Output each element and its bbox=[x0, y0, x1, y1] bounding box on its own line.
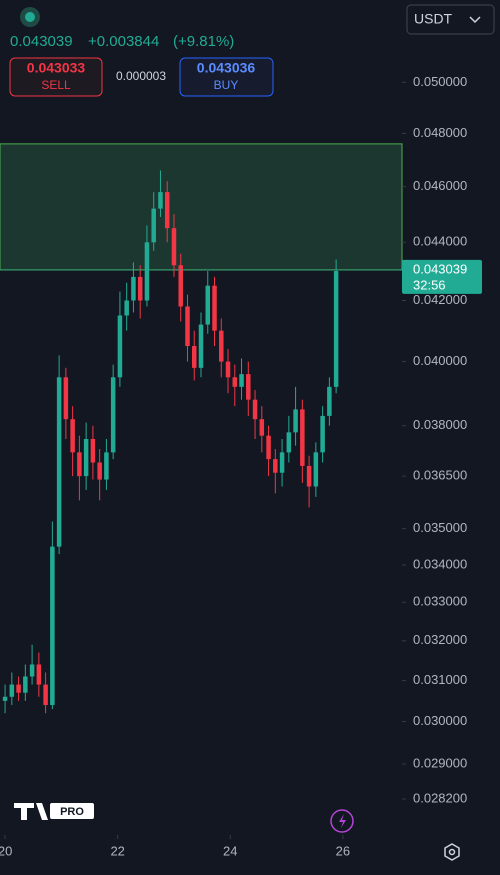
bolt-icon bbox=[339, 814, 346, 828]
candle-body bbox=[205, 285, 211, 325]
y-tick-label: 0.033000 bbox=[413, 594, 467, 609]
candle-body bbox=[43, 684, 48, 705]
sell-button[interactable] bbox=[9, 57, 103, 97]
change: +0.003844 bbox=[88, 33, 159, 50]
status-dot bbox=[25, 12, 35, 22]
buy-price: 0.043036 bbox=[197, 60, 256, 76]
y-tick-label: 0.040000 bbox=[413, 353, 467, 368]
candle-body bbox=[246, 374, 251, 400]
y-tick-label: 0.042000 bbox=[413, 292, 467, 307]
candle-body bbox=[9, 684, 15, 697]
y-tick-label: 0.031000 bbox=[413, 672, 467, 687]
candle-body bbox=[259, 419, 265, 436]
y-tick-label: 0.028200 bbox=[413, 790, 467, 805]
y-tick-label: 0.050000 bbox=[413, 74, 467, 89]
candle-body bbox=[266, 435, 271, 460]
candle-body bbox=[225, 361, 231, 378]
candle-body bbox=[279, 452, 285, 473]
candle-body bbox=[97, 462, 102, 480]
logo-text: PRO bbox=[60, 806, 84, 818]
candle-body bbox=[191, 346, 197, 368]
x-tick-label: 26 bbox=[336, 843, 350, 858]
candle-body bbox=[239, 374, 244, 387]
alert-button[interactable] bbox=[330, 809, 354, 833]
candle-body bbox=[164, 192, 170, 229]
y-tick-label: 0.036500 bbox=[413, 468, 467, 483]
y-tick-label: 0.038000 bbox=[413, 417, 467, 432]
candle-body bbox=[117, 315, 123, 378]
candle-body bbox=[23, 676, 28, 693]
x-tick-label: 24 bbox=[223, 843, 237, 858]
candle-body bbox=[29, 664, 35, 677]
y-tick-label: 0.030000 bbox=[413, 713, 467, 728]
candle-body bbox=[83, 438, 89, 477]
candle-body bbox=[313, 452, 319, 487]
spread: 0.000003 bbox=[116, 69, 166, 83]
candle-body bbox=[16, 684, 21, 693]
candle-body bbox=[252, 399, 258, 420]
candle-body bbox=[56, 377, 62, 547]
change-pct: (+9.81%) bbox=[173, 33, 234, 50]
candle-body bbox=[293, 409, 298, 433]
last-price-label: 0.043039 bbox=[413, 261, 467, 276]
settings-button[interactable] bbox=[444, 843, 460, 861]
y-tick-label: 0.032000 bbox=[413, 632, 467, 647]
candle-body bbox=[110, 377, 116, 453]
candle-body bbox=[185, 306, 190, 347]
buy-label: BUY bbox=[214, 78, 239, 92]
y-tick-label: 0.044000 bbox=[413, 234, 467, 249]
x-tick-label: 20 bbox=[0, 843, 12, 858]
candle-body bbox=[131, 276, 136, 301]
y-tick-label: 0.035000 bbox=[413, 520, 467, 535]
candle-body bbox=[124, 300, 129, 316]
currency-select[interactable] bbox=[406, 4, 495, 35]
last-price: 0.043039 bbox=[10, 33, 73, 50]
candle-body bbox=[320, 415, 325, 453]
y-tick-label: 0.029000 bbox=[413, 755, 467, 770]
candle-body bbox=[306, 465, 312, 487]
last-price-box bbox=[402, 259, 482, 294]
candle-body bbox=[273, 459, 278, 473]
sell-price: 0.043033 bbox=[27, 60, 86, 76]
candle-body bbox=[77, 452, 82, 477]
candle-body bbox=[2, 696, 8, 701]
y-tick-label: 0.046000 bbox=[413, 178, 467, 193]
candle-body bbox=[90, 438, 96, 463]
candle-body bbox=[232, 377, 238, 387]
candle-body bbox=[198, 324, 204, 368]
logo-badge bbox=[50, 803, 94, 819]
candle-body bbox=[158, 192, 163, 209]
zone bbox=[0, 143, 403, 271]
candle-body bbox=[63, 377, 69, 420]
candle-body bbox=[219, 330, 224, 362]
logo-mark bbox=[14, 803, 48, 820]
candle-body bbox=[151, 208, 156, 243]
candle-body bbox=[36, 664, 42, 685]
y-tick-label: 0.048000 bbox=[413, 125, 467, 140]
candle-body bbox=[144, 242, 150, 301]
y-tick-label: 0.034000 bbox=[413, 556, 467, 571]
candle-body bbox=[327, 386, 332, 416]
candle-body bbox=[212, 285, 217, 331]
candle-body bbox=[70, 419, 75, 453]
countdown: 32:56 bbox=[413, 277, 446, 292]
candle-body bbox=[50, 546, 55, 705]
candle-body bbox=[104, 452, 109, 480]
plot: 0.050000 0.048000 0.046000 0.044000 0.042000… bbox=[0, 74, 482, 858]
currency: USDT bbox=[414, 11, 453, 27]
dropdown-arrow bbox=[469, 16, 481, 24]
settings-dot bbox=[448, 848, 456, 856]
candle-body bbox=[333, 271, 339, 387]
candle-body bbox=[286, 432, 292, 453]
buy-button[interactable] bbox=[179, 57, 274, 97]
sell-label: SELL bbox=[41, 78, 71, 92]
candle-body bbox=[137, 276, 143, 301]
candle-body bbox=[171, 228, 177, 266]
candle-body bbox=[178, 265, 183, 307]
candle-body bbox=[300, 409, 305, 466]
x-tick-label: 22 bbox=[110, 843, 124, 858]
